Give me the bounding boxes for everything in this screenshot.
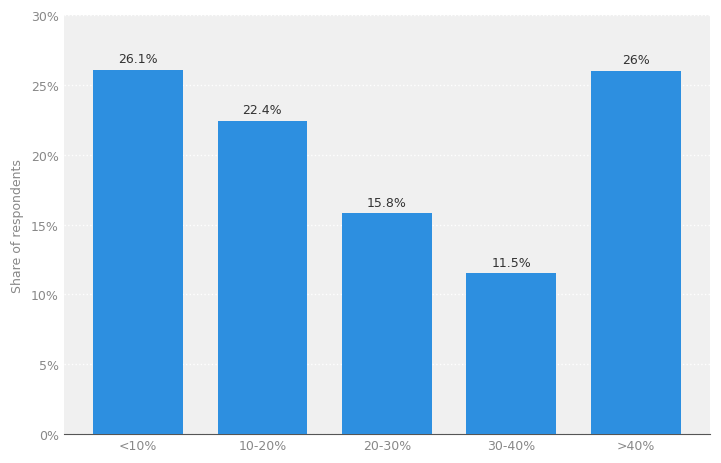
Bar	[218, 122, 307, 434]
Y-axis label: Share of respondents: Share of respondents	[11, 158, 24, 292]
Text: 26.1%: 26.1%	[118, 53, 158, 66]
Text: 22.4%: 22.4%	[242, 104, 282, 117]
Text: 15.8%: 15.8%	[367, 196, 407, 209]
Bar	[93, 70, 182, 434]
Bar	[466, 274, 556, 434]
Text: 26%: 26%	[622, 54, 650, 67]
Bar	[342, 214, 432, 434]
Bar	[591, 72, 681, 434]
Text: 11.5%: 11.5%	[492, 256, 531, 269]
